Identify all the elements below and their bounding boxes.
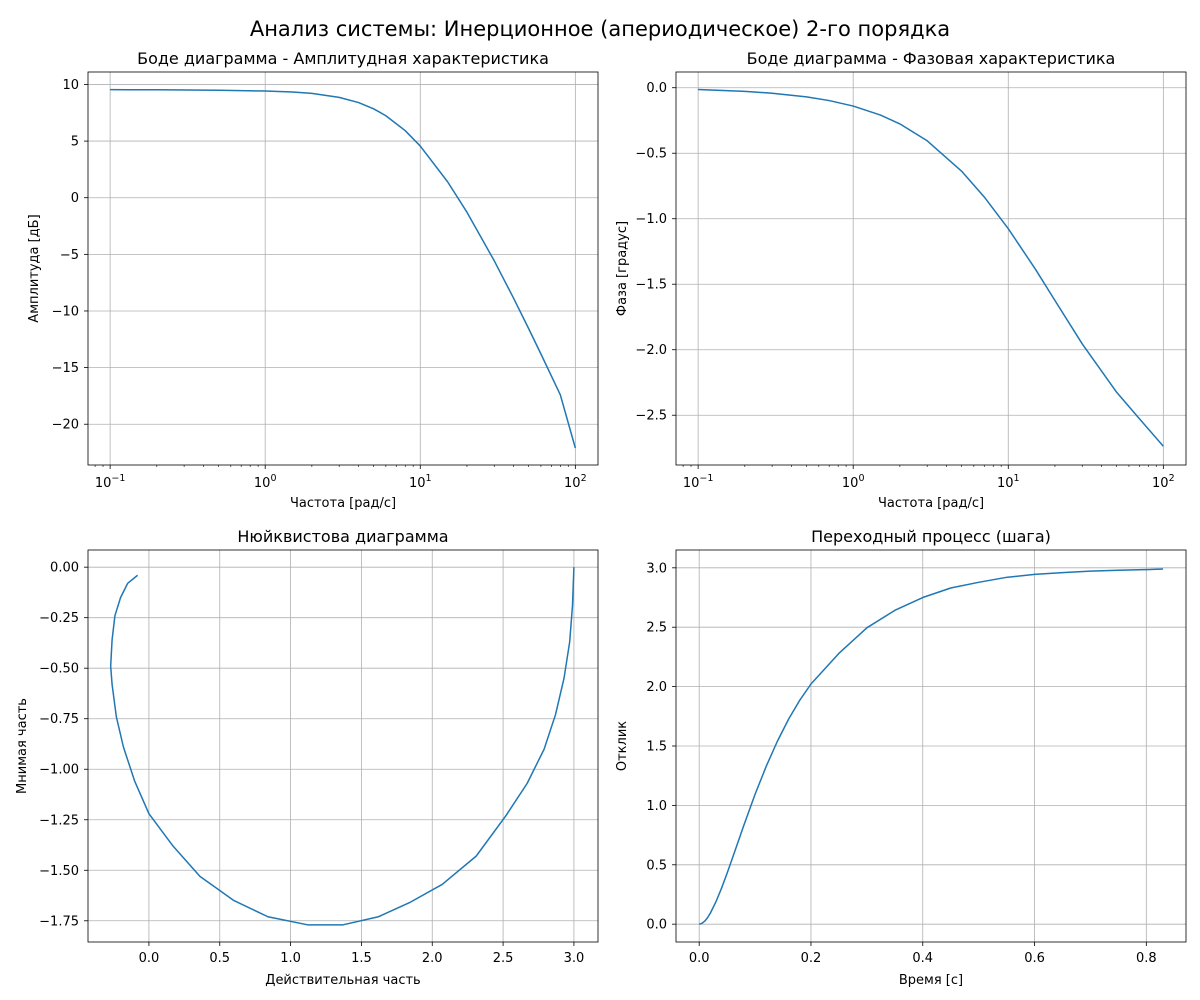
chart-3-axes-frame	[87, 549, 599, 943]
chart-3-ylabel: Мнимая часть	[15, 698, 30, 794]
chart-4-y-tick-label-3: 1.5	[646, 740, 667, 755]
chart-1-x-tick-label-2: 101	[409, 473, 432, 491]
chart-3-x-tick-label-0: 0.0	[139, 951, 160, 966]
chart-4-x-tick-label-4: 0.8	[1136, 951, 1157, 966]
chart-3-series-line	[109, 567, 575, 926]
chart-3-x-tick-label-5: 2.5	[493, 951, 514, 966]
chart-2-y-tick-label-5: −2.5	[635, 409, 667, 424]
chart-3-xlabel: Действительная часть	[265, 973, 420, 988]
chart-3-y-tick-label-0: 0.00	[50, 561, 79, 576]
chart-4-x-tick-label-1: 0.2	[801, 951, 822, 966]
chart-2-y-tick-label-3: −1.5	[635, 278, 667, 293]
chart-2-title: Боде диаграмма - Фазовая характеристика	[747, 49, 1116, 68]
chart-1-x-tick-label-0: 10−1	[95, 473, 126, 491]
chart-4-x-tick-label-0: 0.0	[689, 951, 710, 966]
chart-3-y-tick-label-5: −1.25	[39, 813, 79, 828]
chart-3-y-tick-label-7: −1.75	[39, 914, 79, 929]
chart-2-x-tick-label-0: 10−1	[683, 473, 714, 491]
chart-1-y-tick-label-6: −20	[52, 418, 79, 433]
chart-1-x-tick-label-1: 100	[254, 473, 277, 491]
chart-2-y-tick-label-2: −1.0	[635, 212, 667, 227]
chart-2-y-tick-label-0: 0.0	[646, 81, 667, 96]
chart-1-series-line	[110, 88, 577, 449]
chart-1-y-tick-label-0: 10	[62, 78, 79, 93]
chart-3-x-tick-label-2: 1.0	[280, 951, 301, 966]
chart-3-x-tick-label-3: 1.5	[351, 951, 372, 966]
chart-1-y-tick-label-5: −15	[52, 361, 79, 376]
chart-1-y-tick-label-2: 0	[71, 191, 79, 206]
chart-4-title: Переходный процесс (шага)	[811, 527, 1051, 546]
chart-2-axes-frame	[675, 71, 1187, 466]
chart-4-y-tick-label-5: 2.5	[646, 621, 667, 636]
chart-2-ylabel: Фаза [градус]	[615, 221, 630, 316]
figure-title: Анализ системы: Инерционное (апериодичес…	[250, 17, 950, 41]
chart-1-ylabel: Амплитуда [дБ]	[27, 214, 42, 322]
chart-2-x-tick-label-2: 101	[997, 473, 1020, 491]
chart-4-y-tick-label-0: 0.0	[646, 918, 667, 933]
chart-1-title: Боде диаграмма - Амплитудная характерист…	[137, 49, 549, 68]
panel-step-response: 0.0 0.2 0.4 0.6 0.8 0.0 0.5 1.0 1.5 2.0 2.5 3.0 Пере…	[615, 527, 1187, 988]
chart-4-ylabel: Отклик	[615, 721, 630, 771]
panel-bode-magnitude: 10−1 100 101 102 10 5 0 −5 −10 −15 −20 Боде диаграм…	[27, 49, 599, 511]
chart-4-xlabel: Время [с]	[899, 973, 963, 988]
chart-1-axes-frame	[87, 71, 599, 466]
chart-3-y-tick-label-1: −0.25	[39, 611, 79, 626]
chart-4-y-tick-label-4: 2.0	[646, 680, 667, 695]
chart-3-x-tick-label-1: 0.5	[209, 951, 230, 966]
chart-2-y-tick-label-4: −2.0	[635, 343, 667, 358]
panel-bode-phase: 10−1 100 101 102 0.0 −0.5 −1.0 −1.5 −2.0 −2.5 Боде…	[615, 49, 1187, 511]
chart-4-x-tick-label-2: 0.4	[912, 951, 933, 966]
panel-nyquist: 0.0 0.5 1.0 1.5 2.0 2.5 3.0 0.00 −0.25 −0.50 −0.75…	[15, 527, 599, 988]
chart-2-xlabel: Частота [рад/с]	[878, 496, 984, 511]
chart-2-series-line	[698, 88, 1164, 447]
chart-3-y-tick-label-2: −0.50	[39, 662, 79, 677]
chart-1-y-tick-label-1: 5	[71, 135, 79, 150]
chart-4-y-tick-label-2: 1.0	[646, 799, 667, 814]
chart-1-x-tick-label-3: 102	[564, 473, 587, 491]
chart-3-x-tick-label-4: 2.0	[422, 951, 443, 966]
chart-3-title: Нюйквистова диаграмма	[237, 527, 448, 546]
chart-4-y-tick-label-1: 0.5	[646, 858, 667, 873]
chart-2-x-tick-label-3: 102	[1152, 473, 1175, 491]
chart-4-y-tick-label-6: 3.0	[646, 561, 667, 576]
chart-4-series-line	[698, 568, 1164, 925]
chart-3-x-tick-label-6: 3.0	[564, 951, 585, 966]
chart-2-x-tick-label-1: 100	[842, 473, 865, 491]
chart-2-y-tick-label-1: −0.5	[635, 147, 667, 162]
chart-3-y-tick-label-4: −1.00	[39, 763, 79, 778]
chart-4-x-tick-label-3: 0.6	[1024, 951, 1045, 966]
chart-1-xlabel: Частота [рад/с]	[290, 496, 396, 511]
chart-1-y-tick-label-4: −10	[52, 304, 79, 319]
chart-3-y-tick-label-3: −0.75	[39, 712, 79, 727]
chart-1-y-tick-label-3: −5	[60, 248, 79, 263]
chart-3-y-tick-label-6: −1.50	[39, 864, 79, 879]
